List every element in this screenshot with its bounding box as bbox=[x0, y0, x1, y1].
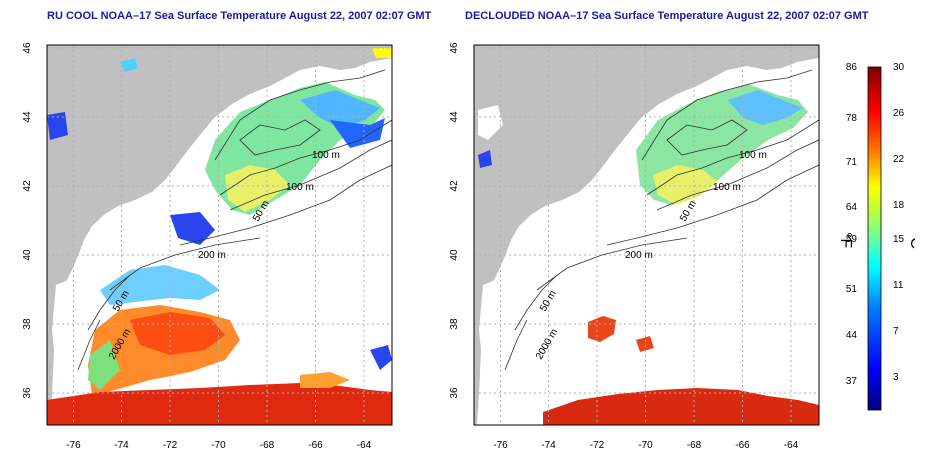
land-mass bbox=[47, 45, 392, 425]
colorbar-celsius-ticks: 30 26 22 18 15 11 7 3 bbox=[893, 62, 905, 383]
svg-text:44: 44 bbox=[22, 111, 33, 123]
contour-label: 100 m bbox=[739, 150, 767, 161]
grid-lines bbox=[474, 45, 819, 425]
contour-label: 100 m bbox=[312, 150, 340, 161]
svg-text:-76: -76 bbox=[66, 440, 81, 451]
bathymetry-contours bbox=[504, 69, 819, 371]
x-axis-ticks: -76 -74 -72 -70 -68 -66 -64 bbox=[493, 440, 798, 451]
x-axis-ticks: -76 -74 -72 -70 -68 -66 -64 bbox=[66, 440, 371, 451]
panel-2-title: DECLOUDED NOAA–17 Sea Surface Temperatur… bbox=[465, 10, 869, 22]
panel-1-map: 100 m 100 m 50 m 200 m 50 m 2000 m -76 -… bbox=[22, 42, 393, 451]
svg-text:42: 42 bbox=[449, 180, 460, 192]
svg-text:26: 26 bbox=[893, 108, 905, 119]
svg-text:38: 38 bbox=[22, 318, 33, 330]
svg-text:-70: -70 bbox=[211, 440, 226, 451]
svg-text:-74: -74 bbox=[114, 440, 129, 451]
contour-label: 200 m bbox=[625, 250, 653, 261]
svg-text:30: 30 bbox=[893, 62, 905, 73]
colorbar-celsius-unit: °C bbox=[907, 231, 915, 249]
contour-label: 200 m bbox=[198, 250, 226, 261]
svg-text:-72: -72 bbox=[163, 440, 178, 451]
svg-text:37: 37 bbox=[846, 376, 858, 387]
svg-text:22: 22 bbox=[893, 154, 905, 165]
svg-text:59: 59 bbox=[846, 234, 858, 245]
bathymetry-contours bbox=[77, 69, 392, 371]
svg-text:-74: -74 bbox=[541, 440, 556, 451]
svg-text:78: 78 bbox=[846, 113, 858, 124]
colorbar-fahrenheit-unit: °F bbox=[837, 232, 854, 248]
sst-warm-patch bbox=[588, 316, 616, 342]
svg-text:40: 40 bbox=[22, 249, 33, 261]
svg-text:-70: -70 bbox=[638, 440, 653, 451]
map-frame bbox=[46, 44, 393, 426]
svg-text:46: 46 bbox=[22, 42, 33, 54]
svg-text:38: 38 bbox=[449, 318, 460, 330]
sst-gulf-stream bbox=[543, 388, 819, 425]
svg-text:11: 11 bbox=[893, 280, 904, 291]
svg-text:7: 7 bbox=[893, 326, 899, 337]
svg-text:18: 18 bbox=[893, 200, 905, 211]
contour-label: 100 m bbox=[713, 182, 741, 193]
svg-text:-72: -72 bbox=[590, 440, 605, 451]
svg-text:36: 36 bbox=[22, 387, 33, 399]
svg-text:-76: -76 bbox=[493, 440, 508, 451]
svg-text:-68: -68 bbox=[687, 440, 702, 451]
svg-text:-66: -66 bbox=[308, 440, 323, 451]
svg-text:44: 44 bbox=[846, 330, 858, 341]
svg-text:3: 3 bbox=[893, 372, 899, 383]
panel-2-map: 100 m 100 m 50 m 200 m 50 m 2000 m -76 -… bbox=[449, 42, 820, 451]
grid-lines bbox=[47, 45, 392, 425]
svg-text:64: 64 bbox=[846, 202, 858, 213]
colorbar: 86 78 71 64 59 51 44 37 30 26 22 18 15 1… bbox=[837, 62, 915, 411]
svg-text:15: 15 bbox=[893, 234, 905, 245]
svg-text:36: 36 bbox=[449, 387, 460, 399]
colorbar-gradient bbox=[867, 66, 882, 411]
svg-text:-66: -66 bbox=[735, 440, 750, 451]
svg-text:40: 40 bbox=[449, 249, 460, 261]
map-frame bbox=[473, 44, 820, 426]
svg-text:86: 86 bbox=[846, 62, 858, 73]
contour-label: 100 m bbox=[286, 182, 314, 193]
svg-text:51: 51 bbox=[846, 284, 858, 295]
svg-text:-68: -68 bbox=[260, 440, 275, 451]
y-axis-ticks: 46 44 42 40 38 36 bbox=[22, 42, 33, 399]
svg-text:-64: -64 bbox=[357, 440, 372, 451]
svg-text:44: 44 bbox=[449, 111, 460, 123]
svg-text:46: 46 bbox=[449, 42, 460, 54]
colorbar-fahrenheit-ticks: 86 78 71 64 59 51 44 37 bbox=[846, 62, 858, 387]
panel-1-title: RU COOL NOAA–17 Sea Surface Temperature … bbox=[47, 10, 432, 22]
svg-text:-64: -64 bbox=[784, 440, 799, 451]
svg-text:71: 71 bbox=[846, 157, 858, 168]
svg-text:42: 42 bbox=[22, 180, 33, 192]
y-axis-ticks: 46 44 42 40 38 36 bbox=[449, 42, 460, 399]
land-mass bbox=[474, 45, 819, 425]
